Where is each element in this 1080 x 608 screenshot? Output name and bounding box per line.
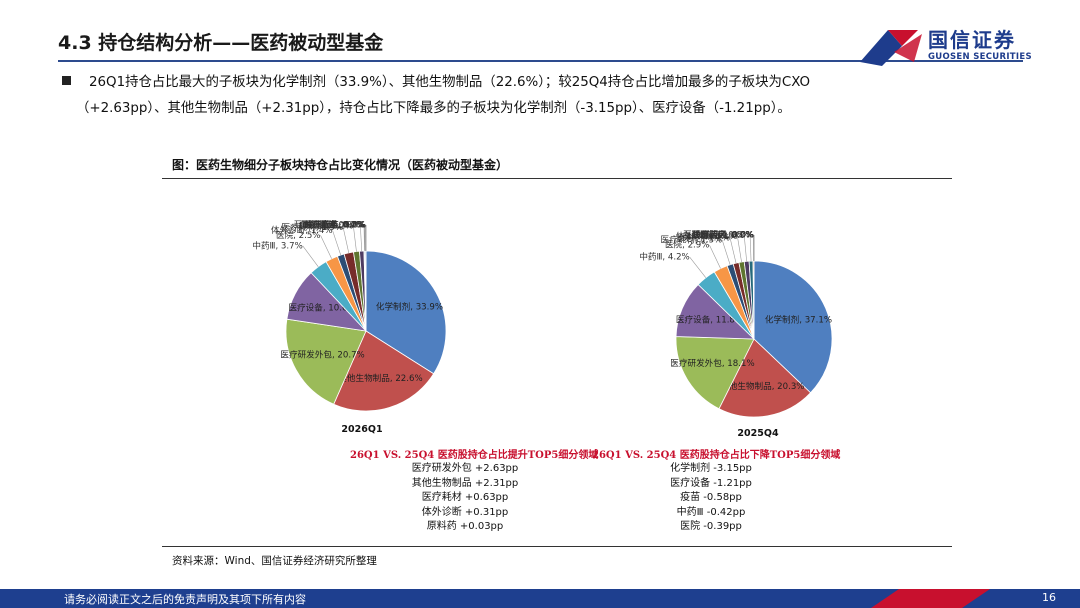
pie-data-label: 线下药店, 0.0% bbox=[304, 219, 366, 231]
pie-leader-line bbox=[302, 245, 319, 267]
pie-data-label: 诊断服务, 0.0% bbox=[304, 219, 366, 231]
pie-2026q1: 化学制剂, 33.9% 其他生物制品, 22.6% 医疗研发外包, 20.7% 医疗设… bbox=[252, 219, 447, 435]
pie-leader-line bbox=[709, 244, 721, 269]
source-note: 资料来源：Wind、国信证券经济研究所整理 bbox=[172, 555, 377, 567]
pie-data-label: 化学制剂, 33.9% bbox=[376, 301, 443, 313]
logo-name-cn: 国信证券 bbox=[928, 28, 1016, 52]
pie-data-label: 疫苗, 0.2% bbox=[321, 219, 365, 231]
pie-data-label: 疫苗, 0.8% bbox=[706, 229, 750, 241]
figure-title: 图：医药生物细分子板块持仓占比变化情况（医药被动型基金） bbox=[172, 158, 509, 172]
decrease_list-item: 医疗设备 -1.21pp bbox=[670, 477, 752, 489]
pie-data-label: 血液制品, 1.0% bbox=[683, 229, 745, 241]
pie-charts: 化学制剂, 33.9% 其他生物制品, 22.6% 医疗研发外包, 20.7% 医疗设… bbox=[252, 219, 833, 439]
decrease_list-item: 疫苗 -0.58pp bbox=[680, 492, 742, 503]
pie-slice bbox=[718, 338, 812, 418]
pie-data-label: 原料药, 1.2% bbox=[677, 231, 730, 243]
pie-slice bbox=[333, 330, 435, 412]
decrease_list-item: 中药Ⅲ -0.42pp bbox=[676, 506, 746, 518]
footer-bar: 请务必阅读正文之后的免责声明及其项下所有内容 16 bbox=[0, 589, 1080, 608]
pie-leader-line bbox=[689, 257, 707, 278]
summary-paragraph: 26Q1持仓占比最大的子板块为化学制剂（33.9%）、其他生物制品（22.6%）… bbox=[62, 70, 1022, 122]
pie-data-label: 体外诊断, 1.4% bbox=[271, 224, 333, 236]
pie-leader-line bbox=[353, 225, 357, 252]
summary-text-2: （+2.63pp）、其他生物制品（+2.31pp），持仓占比下降最多的子板块为化… bbox=[76, 101, 791, 116]
footer-disclaimer: 请务必阅读正文之后的免责声明及其项下所有内容 bbox=[64, 593, 306, 606]
pie-data-label: 医疗设备, 11.8% bbox=[676, 314, 743, 326]
pie-2025q4: 化学制剂, 37.1% 其他生物制品, 20.3% 医疗研发外包, 18.1% 医疗设… bbox=[639, 229, 833, 439]
summary-text-1: 26Q1持仓占比最大的子板块为化学制剂（33.9%）、其他生物制品（22.6%）… bbox=[89, 75, 811, 90]
page-number: 16 bbox=[1042, 591, 1056, 604]
pie-data-label: 原料药, 1.2% bbox=[300, 219, 353, 231]
pie-data-label: 互联网药店, 0.2% bbox=[294, 219, 364, 231]
pie-leader-line bbox=[737, 236, 742, 263]
pie-leader-line bbox=[749, 235, 752, 262]
pie-leader-line bbox=[729, 237, 737, 264]
increase_list-item: 医疗研发外包 +2.63pp bbox=[411, 463, 519, 474]
pie-leader-line bbox=[342, 227, 350, 253]
pie-leader-line bbox=[320, 235, 332, 259]
bullet-square-icon bbox=[62, 76, 71, 85]
pie-data-label: 其他生物制品, 22.6% bbox=[338, 372, 422, 384]
pie-data-label: 医疗耗材, 1.3% bbox=[661, 233, 723, 245]
increase-list-title: 26Q1 VS. 25Q4 医药股持仓占比提升TOP5细分领域 bbox=[350, 450, 599, 461]
pie-data-label: 线下药店, 0.0% bbox=[692, 229, 754, 241]
footer-accent-stripe bbox=[871, 589, 990, 608]
increase_list-item: 体外诊断 +0.31pp bbox=[421, 506, 509, 518]
pie-data-label: 医疗研发外包, 18.1% bbox=[670, 357, 754, 369]
logo-name-en: GUOSEN SECURITIES bbox=[928, 52, 1032, 62]
pie-leader-line bbox=[743, 235, 747, 262]
figure-top-rule bbox=[162, 178, 952, 179]
pie-data-label: 医疗流通, 0.0% bbox=[692, 229, 754, 241]
increase_list-item: 原料药 +0.03pp bbox=[426, 521, 504, 532]
pie-data-label: 体外诊断, 1.1% bbox=[676, 230, 738, 242]
pie-caption: 2026Q1 bbox=[341, 424, 382, 435]
pie-data-label: 化学制剂, 37.1% bbox=[765, 313, 832, 325]
pie-data-label: 医疗研发外包, 20.7% bbox=[280, 348, 364, 360]
increase_list-item: 医疗耗材 +0.63pp bbox=[421, 492, 509, 503]
figure-bottom-rule bbox=[162, 546, 952, 547]
pie-data-label: 中药Ⅲ, 3.7% bbox=[252, 239, 302, 251]
company-logo: 国信证券 GUOSEN SECURITIES bbox=[858, 22, 1058, 70]
pie-leader-line bbox=[721, 239, 731, 265]
pie-leader-line bbox=[332, 230, 342, 256]
pie-caption: 2025Q4 bbox=[737, 428, 779, 439]
decrease-list-title: 26Q1 VS. 25Q4 医药股持仓占比下降TOP5细分领域 bbox=[592, 450, 841, 461]
pie-data-label: 医院, 2.5% bbox=[276, 229, 320, 241]
pie-data-label: 中药Ⅲ, 4.2% bbox=[639, 251, 689, 263]
pie-data-label: 互联网药店, 0.2% bbox=[683, 229, 753, 241]
pie-data-label: 血液制品, 0.9% bbox=[299, 219, 361, 231]
summary-line-2: （+2.63pp）、其他生物制品（+2.31pp），持仓占比下降最多的子板块为化… bbox=[62, 96, 1022, 122]
page-title: 4.3 持仓结构分析——医药被动型基金 bbox=[58, 32, 384, 54]
pie-data-label: 医院, 2.9% bbox=[665, 239, 709, 251]
pie-slice bbox=[675, 336, 755, 410]
decrease_list-item: 医院 -0.39pp bbox=[680, 521, 742, 532]
title-divider bbox=[58, 60, 1023, 62]
pie-slice bbox=[365, 250, 447, 375]
pie-data-label: 医疗耗材, 1.9% bbox=[281, 221, 343, 233]
pie-slice bbox=[285, 318, 367, 405]
increase_list-item: 其他生物制品 +2.31pp bbox=[411, 477, 519, 489]
decrease-list: 化学制剂 -3.15pp 医疗设备 -1.21pp 疫苗 -0.58pp 中药Ⅲ -0… bbox=[626, 462, 796, 535]
pie-data-label: 医疗设备, 10.6% bbox=[288, 302, 355, 314]
decrease_list-item: 化学制剂 -3.15pp bbox=[670, 463, 752, 474]
guosen-logo-icon bbox=[860, 30, 922, 66]
pie-slice bbox=[753, 260, 833, 394]
pie-data-label: 其他生物制品, 20.3% bbox=[720, 380, 804, 392]
pie-data-label: 诊断服务, 0.0% bbox=[692, 229, 754, 241]
pie-data-label: 医疗流通, 0.0% bbox=[303, 219, 365, 231]
increase-list: 医疗研发外包 +2.63pp 其他生物制品 +2.31pp 医疗耗材 +0.63pp… bbox=[380, 462, 550, 535]
summary-line-1: 26Q1持仓占比最大的子板块为化学制剂（33.9%）、其他生物制品（22.6%）… bbox=[62, 70, 1022, 96]
pie-leader-line bbox=[360, 225, 363, 252]
